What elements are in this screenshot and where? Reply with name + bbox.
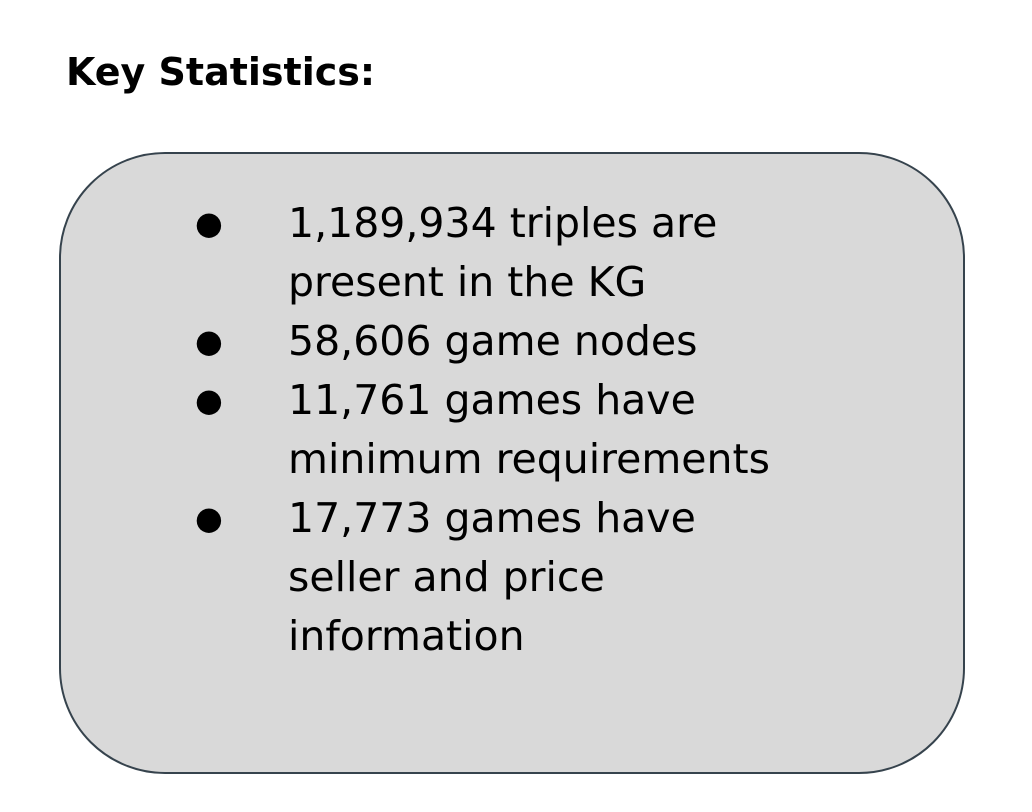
stat-line: present in the KG bbox=[288, 258, 647, 306]
stat-line: seller and price bbox=[288, 553, 605, 601]
stat-text: 1,189,934 triples are present in the KG bbox=[288, 194, 834, 312]
stat-line: 1,189,934 triples are bbox=[288, 199, 718, 247]
stat-line: minimum requirements bbox=[288, 435, 770, 483]
stat-text: 17,773 games have seller and price infor… bbox=[288, 489, 834, 666]
bullet-icon: ● bbox=[195, 499, 223, 537]
stats-list: ● 1,189,934 triples are present in the K… bbox=[194, 194, 834, 666]
list-item: ● 11,761 games have minimum requirements bbox=[194, 371, 834, 489]
bullet-icon: ● bbox=[195, 204, 223, 242]
bullet-icon: ● bbox=[195, 381, 223, 419]
stat-text: 11,761 games have minimum requirements bbox=[288, 371, 834, 489]
stat-line: 11,761 games have bbox=[288, 376, 696, 424]
list-item: ● 1,189,934 triples are present in the K… bbox=[194, 194, 834, 312]
stat-line: 58,606 game nodes bbox=[288, 317, 698, 365]
page-title: Key Statistics: bbox=[66, 50, 376, 94]
stat-line: information bbox=[288, 612, 525, 660]
list-item: ● 17,773 games have seller and price inf… bbox=[194, 489, 834, 666]
list-item: ● 58,606 game nodes bbox=[194, 312, 834, 371]
stat-text: 58,606 game nodes bbox=[288, 312, 834, 371]
bullet-icon: ● bbox=[195, 322, 223, 360]
stats-panel bbox=[59, 152, 965, 774]
stat-line: 17,773 games have bbox=[288, 494, 696, 542]
